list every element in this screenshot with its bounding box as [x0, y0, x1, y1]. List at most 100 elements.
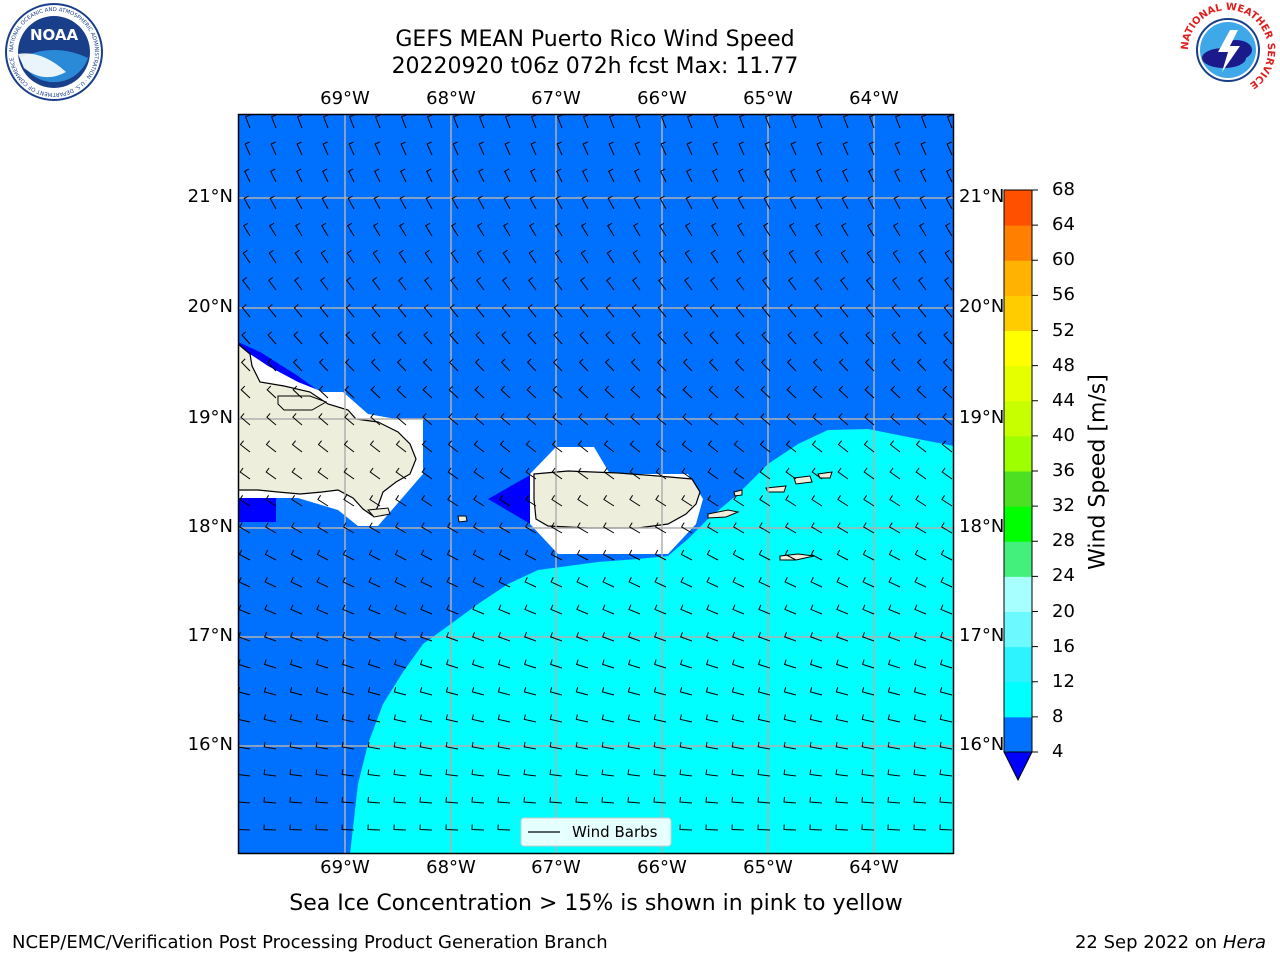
- wind-barb: [421, 495, 433, 507]
- wind-barb: [632, 249, 641, 264]
- wind-barb: [523, 796, 537, 804]
- wind-barb: [394, 604, 407, 615]
- wind-barb: [709, 304, 719, 318]
- wind-barb: [264, 577, 277, 588]
- wind-barb: [239, 467, 251, 480]
- wind-barb: [317, 495, 329, 507]
- wind-barb: [369, 440, 381, 453]
- wind-barb: [785, 440, 797, 453]
- wind-barb: [241, 331, 251, 345]
- wind-barb: [712, 141, 719, 156]
- wind-barb: [920, 141, 927, 156]
- wind-barb: [684, 249, 693, 264]
- wind-barb: [836, 577, 849, 588]
- wind-barb: [920, 168, 927, 183]
- wind-barb: [342, 522, 355, 534]
- lon-label-bottom-64w: 64°W: [849, 857, 899, 878]
- wind-barb: [367, 796, 381, 804]
- wind-barb: [345, 331, 355, 345]
- wind-barb: [374, 168, 381, 183]
- colorbar-tick-label: 48: [1052, 354, 1075, 376]
- wind-barb: [890, 413, 901, 426]
- wind-barb: [811, 440, 823, 453]
- wind-barb: [682, 413, 693, 426]
- wind-barb: [734, 385, 745, 399]
- wind-barb: [346, 277, 355, 291]
- wind-barb: [842, 114, 849, 129]
- wind-barb: [419, 714, 433, 723]
- wind-barb: [683, 304, 693, 318]
- wind-barb: [863, 495, 875, 507]
- wind-barb: [422, 358, 433, 372]
- wind-barb: [607, 222, 615, 237]
- wind-barb: [421, 467, 433, 480]
- colorbar-tick-label: 40: [1052, 424, 1075, 446]
- wind-barb: [551, 467, 563, 480]
- wind-barb: [394, 577, 407, 588]
- wind-barb: [706, 577, 719, 588]
- wind-barb: [627, 686, 641, 696]
- wind-barb: [887, 659, 901, 669]
- wind-barb: [296, 168, 303, 183]
- wind-barb: [940, 549, 953, 561]
- wind-barb: [835, 741, 849, 750]
- wind-barb: [525, 495, 537, 507]
- wind-barb: [581, 222, 589, 237]
- wind-barb: [916, 385, 927, 399]
- wind-barb: [606, 277, 615, 291]
- wind-barb: [653, 796, 667, 804]
- wind-barb: [579, 331, 589, 345]
- wind-barb: [498, 522, 511, 534]
- lon-label-top-66w: 66°W: [637, 88, 687, 109]
- wind-barb: [264, 522, 277, 534]
- wind-barb: [685, 195, 693, 210]
- wind-barb: [786, 413, 797, 426]
- wind-barb: [861, 714, 875, 723]
- wind-barb: [940, 632, 953, 642]
- wind-barb: [550, 549, 563, 561]
- wind-barb: [757, 686, 771, 696]
- wind-barb: [397, 331, 407, 345]
- wind-barb: [289, 714, 303, 723]
- wind-barb: [445, 741, 459, 750]
- wind-barb: [760, 413, 771, 426]
- wind-barb: [422, 413, 433, 426]
- wind-barb: [946, 114, 953, 129]
- wind-barb: [653, 686, 667, 696]
- wind-barb: [864, 385, 875, 399]
- wind-barb: [582, 168, 589, 183]
- wind-barb: [608, 114, 615, 129]
- wind-barb: [654, 522, 667, 534]
- wind-barb: [499, 467, 511, 480]
- wind-barb: [679, 796, 693, 804]
- wind-barb: [289, 769, 303, 777]
- wind-barb: [942, 413, 953, 426]
- wind-barb: [790, 114, 797, 129]
- wind-barb: [790, 168, 797, 183]
- wind-barb: [500, 358, 511, 372]
- wind-barb: [550, 522, 563, 534]
- wind-barb: [497, 769, 511, 777]
- wind-barb: [940, 604, 953, 615]
- wind-barb: [369, 467, 381, 480]
- wind-barb: [655, 440, 667, 453]
- wind-barb: [893, 222, 901, 237]
- wind-barb: [556, 114, 563, 129]
- wind-barb: [244, 141, 251, 156]
- wind-barb: [419, 824, 433, 831]
- wind-barb: [265, 467, 277, 480]
- wind-barb: [838, 358, 849, 372]
- wind-barb: [913, 714, 927, 723]
- wind-barb: [916, 413, 927, 426]
- wind-barb: [575, 659, 589, 669]
- wind-barb: [575, 686, 589, 696]
- wind-barb: [914, 632, 927, 642]
- wind-barb: [367, 824, 381, 831]
- wind-barb: [789, 195, 797, 210]
- wind-barb: [892, 249, 901, 264]
- wind-barb: [602, 604, 615, 615]
- wind-barb: [653, 769, 667, 777]
- wind-barb: [293, 331, 303, 345]
- wind-barb: [476, 249, 485, 264]
- wind-barb: [653, 714, 667, 723]
